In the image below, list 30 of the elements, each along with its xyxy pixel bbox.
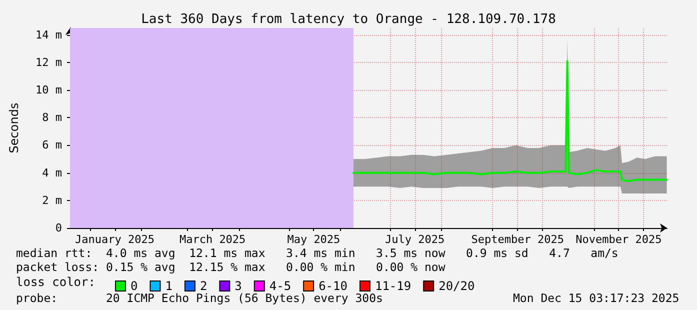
x-tick-label: January 2025 [75,233,154,246]
y-tick-label: 6 m [42,138,62,152]
chart-title: Last 360 Days from latency to Orange - 128.109.70.178 [141,12,556,27]
legend-label: 6-10 [318,279,348,293]
y-axis-title: Seconds [7,102,21,154]
x-tick-label: May 2025 [287,233,340,246]
x-tick-label: March 2025 [179,233,246,246]
text: Mon Dec 15 03:17:23 2025 [513,291,680,305]
legend-title: loss color: [16,275,96,289]
text: packet loss: 0.15 % avg 12.15 % max 0.00 % min 0.00 % now [16,260,446,274]
x-tick-label: September 2025 [471,233,564,246]
legend-label: 11-19 [374,279,412,293]
legend-label: 2 [200,279,208,293]
y-tick-label: 4 m [42,166,62,180]
y-tick-label: 8 m [42,111,62,124]
x-tick-label: July 2025 [385,233,445,246]
line-series [352,60,668,182]
y-tick-label: 0 [55,222,62,234]
legend-label: 4-5 [269,279,292,293]
text: probe: 20 ICMP Echo Pings (56 Bytes) every 300s [16,291,383,305]
legend-label: 1 [165,279,172,293]
text: median rtt: 4.0 ms avg 12.1 ms max 3.4 ms min 3.5 ms now 0.9 ms sd 4.7 am/s [16,246,618,260]
y-tick-label: 14 m [36,28,62,42]
legend-label: 20/20 [438,279,475,293]
x-tick-label: November 2025 [576,233,662,246]
legend-label: 3 [234,279,242,293]
y-tick-label: 2 m [42,194,62,207]
y-tick-label: 10 m [36,84,62,97]
legend-label: 0 [130,279,138,293]
y-tick-label: 12 m [36,56,62,69]
